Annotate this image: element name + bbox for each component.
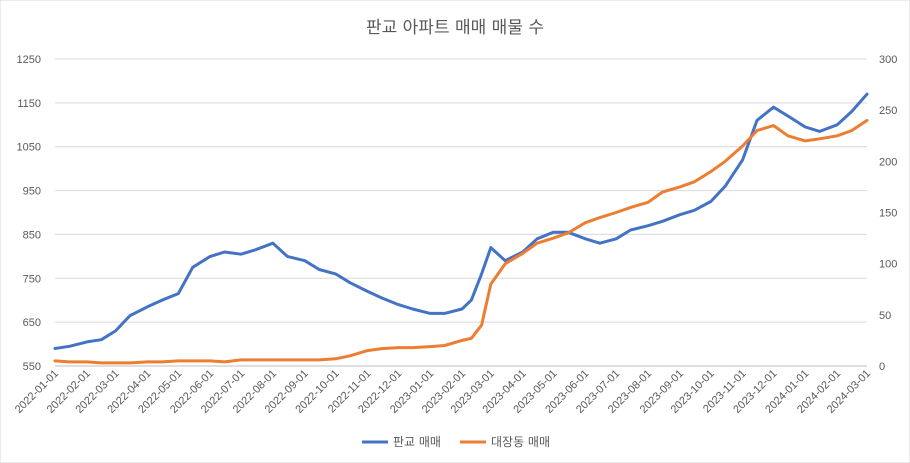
y-axis-left: 550 650 750 850 950 1050 1150 1250 — [17, 54, 41, 373]
y-right-tick-label: 150 — [879, 208, 897, 220]
series-group — [53, 92, 869, 365]
y-right-tick-label: 50 — [879, 310, 891, 322]
y-left-tick-label: 950 — [23, 186, 41, 198]
legend-label-daejang: 대장동 매매 — [491, 435, 550, 449]
legend: 판교 매매 대장동 매매 — [362, 435, 550, 449]
y-left-tick-label: 1150 — [17, 98, 41, 110]
y-axis-right: 0 50 100 150 200 250 300 — [879, 54, 897, 373]
gridlines — [55, 58, 867, 367]
y-right-tick-label: 100 — [879, 259, 897, 271]
y-left-tick-label: 1050 — [17, 142, 41, 154]
legend-label-pangyo: 판교 매매 — [393, 435, 441, 449]
y-right-tick-label: 300 — [879, 54, 897, 66]
chart-title: 판교 아파트 매매 매물 수 — [366, 18, 544, 38]
y-left-tick-label: 550 — [23, 361, 41, 373]
series-line-1 — [53, 118, 869, 365]
y-left-tick-label: 850 — [23, 229, 41, 241]
y-right-tick-label: 250 — [879, 105, 897, 117]
y-right-tick-label: 0 — [879, 361, 885, 373]
y-left-tick-label: 650 — [23, 317, 41, 329]
y-left-tick-label: 1250 — [17, 54, 41, 66]
y-left-tick-label: 750 — [23, 273, 41, 285]
series-line-0 — [53, 92, 869, 350]
y-right-tick-label: 200 — [879, 156, 897, 168]
